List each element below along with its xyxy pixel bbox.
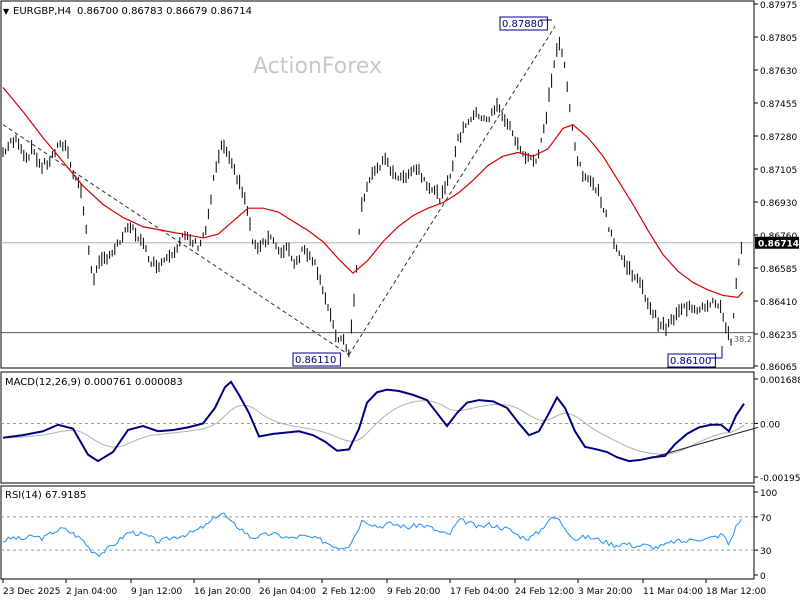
price-tick-label: 0.87805: [760, 34, 797, 44]
low2-label: 0.86100: [670, 356, 711, 367]
macd-title: MACD(12,26,9) 0.000761 0.000083: [5, 377, 183, 388]
price-bars: [2, 36, 742, 358]
time-tick-label: 3 Mar 20:00: [578, 587, 633, 597]
price-tick-label: 0.87280: [760, 133, 797, 143]
time-tick-label: 2 Feb 12:00: [322, 587, 376, 597]
macd-tick-label: 0.00: [760, 420, 780, 430]
price-tick-label: 0.87975: [760, 1, 797, 11]
time-tick-label: 9 Jan 12:00: [131, 587, 183, 597]
macd-tick-label: 0.001688: [760, 376, 800, 386]
ohlc-values: 0.86700 0.86783 0.86679 0.86714: [77, 6, 252, 17]
watermark: ActionForex: [253, 54, 382, 79]
trendline-0: [2, 124, 350, 356]
high-label: 0.87880: [502, 19, 543, 30]
time-tick-label: 26 Jan 04:00: [259, 587, 316, 597]
price-tick-label: 0.86585: [760, 265, 797, 275]
moving-average-line: [2, 87, 744, 298]
collapse-triangle-icon[interactable]: ▼: [3, 7, 10, 16]
time-tick-label: 24 Feb 12:00: [515, 587, 574, 597]
time-tick-label: 16 Jan 20:00: [194, 587, 251, 597]
low1-label: 0.86110: [295, 355, 336, 366]
time-tick-label: 18 Mar 12:00: [706, 587, 766, 597]
fib-label: 38.2: [734, 335, 752, 344]
price-tick-label: 0.87630: [760, 67, 797, 77]
symbol-label: EURGBP,H4: [13, 6, 71, 17]
price-panel-frame: [0, 0, 755, 369]
price-tick-label: 0.86235: [760, 331, 797, 341]
current-price-label: 0.86714: [758, 240, 799, 250]
trendline-1: [348, 26, 556, 356]
low1-label-box: [292, 352, 341, 367]
rsi-panel-frame: [0, 485, 755, 580]
price-tick-label: 0.86930: [760, 199, 797, 209]
time-tick-label: 11 Mar 04:00: [643, 587, 703, 597]
time-tick-label: 23 Dec 2025: [3, 587, 61, 597]
rsi-tick-label: 70: [760, 514, 772, 524]
rsi-tick-label: 100: [760, 489, 777, 499]
rsi-title: RSI(14) 67.9185: [5, 490, 86, 501]
high-label-box: [499, 16, 548, 31]
macd-signal-line: [2, 400, 745, 455]
time-tick-label: 17 Feb 04:00: [450, 587, 509, 597]
price-tick-label: 0.86065: [760, 363, 797, 373]
rsi-tick-label: 0: [760, 572, 766, 582]
macd-panel-frame: [0, 371, 755, 484]
price-tick-label: 0.87455: [760, 100, 797, 110]
time-tick-label: 2 Jan 04:00: [66, 587, 118, 597]
time-tick-label: 9 Feb 20:00: [387, 587, 441, 597]
current-price-box: [755, 236, 799, 249]
macd-tick-label: -0.001953: [760, 474, 800, 484]
price-tick-label: 0.87105: [760, 166, 797, 176]
price-tick-label: 0.86410: [760, 298, 797, 308]
low2-label-box: [667, 353, 716, 368]
rsi-line: [2, 512, 742, 558]
macd-line: [2, 380, 745, 463]
rsi-tick-label: 30: [760, 547, 772, 557]
macd-trendline: [652, 426, 759, 458]
